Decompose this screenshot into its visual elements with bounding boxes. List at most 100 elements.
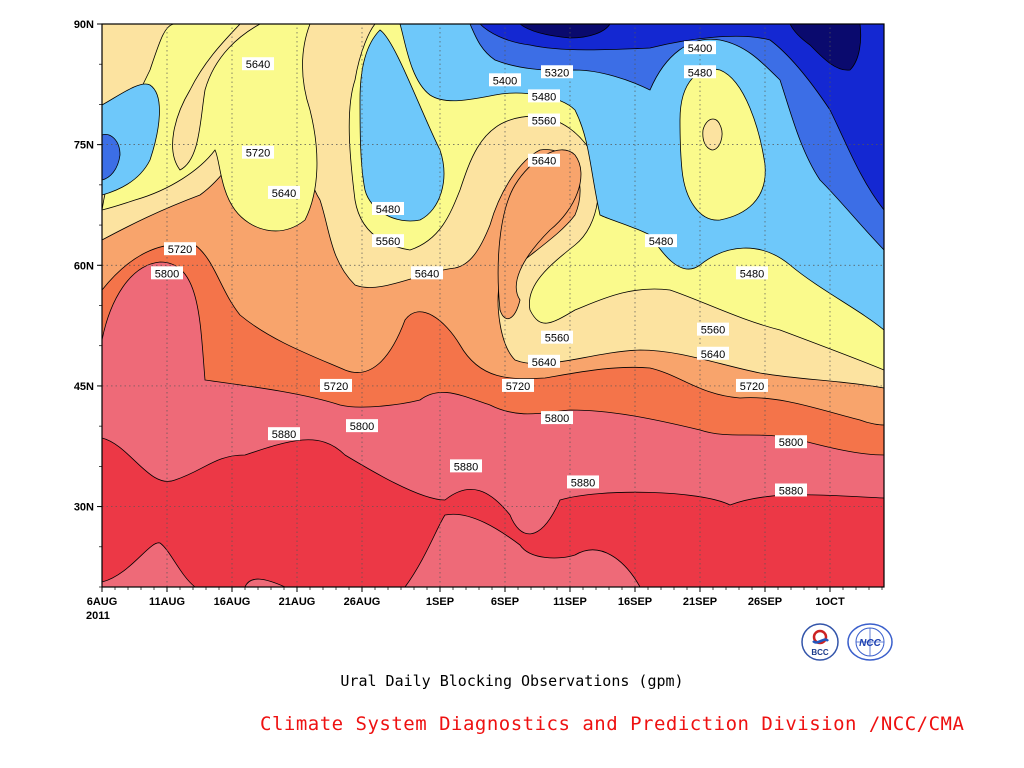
contour-label-bg	[697, 346, 729, 360]
contour-label-bg	[411, 266, 443, 280]
x-tick-label: 21SEP	[683, 596, 717, 608]
y-tick-label: 30N	[74, 502, 94, 514]
contour-label-text: 5880	[454, 461, 478, 473]
x-tick-label: 11SEP	[553, 596, 587, 608]
contour-label-bg	[697, 322, 729, 336]
contour-label-bg	[541, 330, 573, 344]
contour-label: 5480	[684, 65, 716, 79]
contour-label: 5640	[697, 346, 729, 361]
chart-caption: Ural Daily Blocking Observations (gpm)	[340, 672, 684, 690]
contour-label: 5480	[528, 89, 560, 103]
contour-label: 5800	[346, 419, 378, 433]
x-tick-label: 1OCT	[815, 596, 845, 608]
contour-label-bg	[684, 65, 716, 79]
x-tick-label: 11AUG	[149, 596, 185, 608]
contour-label-bg	[541, 65, 573, 79]
contour-label-text: 5800	[155, 268, 179, 280]
contour-label-bg	[242, 57, 274, 71]
contour-label: 5320	[541, 65, 573, 79]
contour-label: 5480	[736, 266, 768, 280]
contour-label-bg	[736, 266, 768, 280]
contour-label-text: 5720	[506, 381, 530, 393]
contour-label-text: 5720	[740, 381, 764, 393]
contour-label-bg	[268, 427, 300, 441]
contour-label-bg	[320, 378, 352, 392]
x-tick-label: 26SEP	[748, 596, 782, 608]
contour-label-text: 5640	[246, 59, 270, 71]
contour-label-text: 5640	[701, 349, 725, 361]
contour-label-text: 5720	[168, 244, 192, 256]
contour-label-bg	[736, 378, 768, 392]
y-axis: 30N 45N 60N 75N 90N	[74, 19, 102, 588]
contour-label-bg	[346, 419, 378, 433]
ncc-logo: NCC	[846, 622, 893, 662]
contour-label-bg	[775, 435, 807, 449]
contour-fill-layer	[102, 24, 884, 587]
contour-label-bg	[567, 475, 599, 489]
contour-label-text: 5560	[545, 333, 569, 345]
contour-label-text: 5880	[779, 485, 803, 497]
band-5480	[359, 24, 884, 331]
x-tick-label: 16AUG	[214, 596, 251, 608]
contour-label: 5640	[268, 185, 300, 200]
contour-label: 5560	[697, 322, 729, 337]
contour-label: 5880	[268, 427, 300, 441]
contour-label-bg	[372, 234, 404, 248]
contour-label-bg	[528, 354, 560, 368]
contour-label-text: 5800	[545, 413, 569, 425]
x-tick-label: 21AUG	[279, 596, 316, 608]
contour-label-text: 5880	[272, 429, 296, 441]
contour-label-text: 5640	[532, 357, 556, 369]
contour-label-text: 5400	[493, 75, 517, 87]
band-5400-west	[102, 133, 121, 181]
x-tick-label: 1SEP	[426, 596, 454, 608]
contour-label: 5640	[528, 354, 560, 369]
contour-label: 5560	[541, 330, 573, 345]
contour-label: 5640	[242, 57, 274, 71]
contour-label: 5720	[242, 145, 274, 160]
contour-label: 5720	[320, 378, 352, 393]
contour-label-bg	[151, 266, 183, 280]
contour-label-text: 5560	[376, 236, 400, 248]
contour-label: 5560	[372, 234, 404, 248]
contour-label: 5800	[151, 266, 183, 280]
contour-label: 5880	[450, 459, 482, 473]
contour-label-bg	[528, 153, 560, 167]
contour-label: 5640	[411, 266, 443, 280]
contour-label-text: 5480	[740, 268, 764, 280]
contour-label-text: 5880	[571, 477, 595, 489]
contour-label: 5880	[775, 483, 807, 497]
contour-label-bg	[645, 234, 677, 248]
y-tick-label: 45N	[74, 381, 94, 393]
x-axis-year-label: 2011	[86, 610, 110, 622]
gridlines	[102, 24, 884, 587]
contour-label-text: 5640	[532, 156, 556, 168]
contour-label-text: 5720	[324, 381, 348, 393]
contour-label-bg	[450, 459, 482, 473]
contour-label: 5880	[567, 475, 599, 489]
contour-label: 5560	[528, 113, 560, 128]
contour-label-text: 5640	[272, 188, 296, 200]
contour-label-text: 5480	[376, 204, 400, 216]
y-tick-label: 90N	[74, 19, 94, 31]
credit-line: Climate System Diagnostics and Predictio…	[260, 713, 965, 735]
contour-label-text: 5480	[649, 236, 673, 248]
contour-label-text: 5320	[545, 67, 569, 79]
contour-label: 5720	[164, 242, 196, 256]
contour-label: 5400	[684, 41, 716, 55]
contour-label-text: 5720	[246, 148, 270, 160]
y-tick-label: 60N	[74, 260, 94, 272]
contour-label-bg	[242, 145, 274, 159]
band-5640-east-island	[702, 118, 723, 151]
contour-label-bg	[268, 185, 300, 199]
contour-label-text: 5560	[532, 116, 556, 128]
contour-label-bg	[684, 41, 716, 55]
band-5880-patch-1	[102, 542, 196, 587]
contour-label-bg	[528, 113, 560, 127]
contour-label: 5480	[645, 234, 677, 248]
bcc-logo: BCC	[800, 622, 844, 662]
contour-label: 5720	[736, 378, 768, 393]
contour-label-text: 5800	[350, 421, 374, 433]
contour-label: 5480	[372, 201, 404, 216]
